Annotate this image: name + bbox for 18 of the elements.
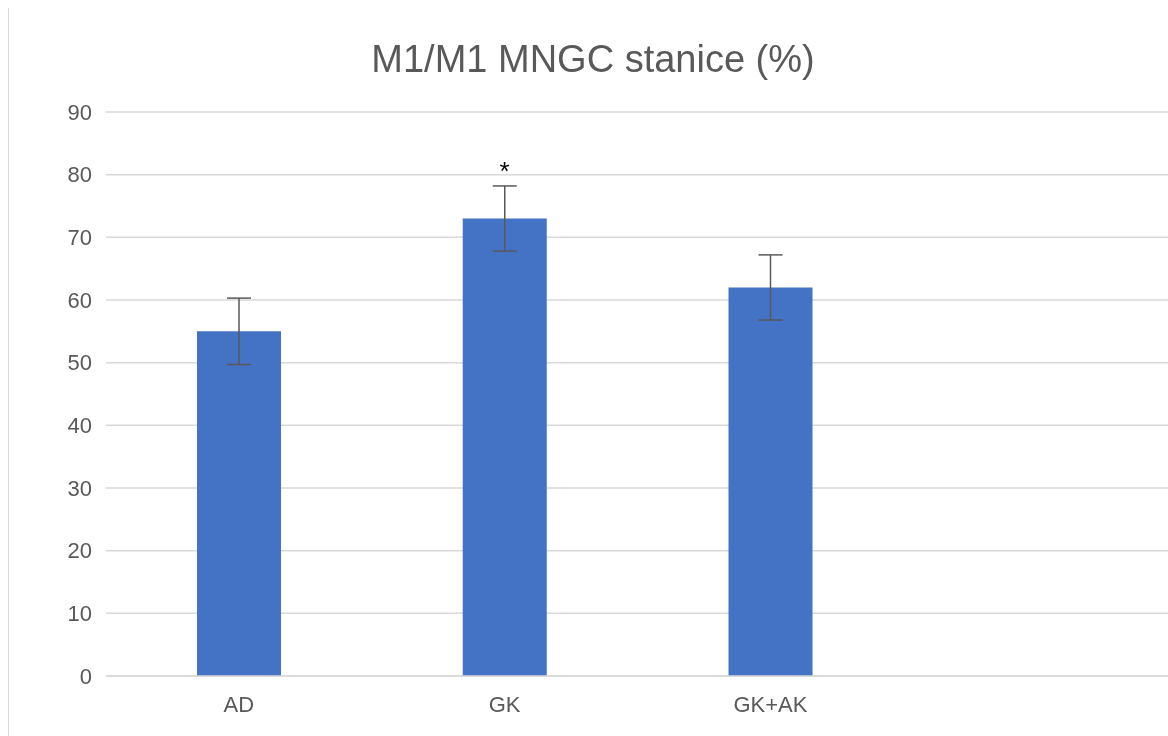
y-tick-label: 30 [67, 475, 92, 501]
y-tick-label: 0 [79, 663, 92, 689]
x-tick-label: GK [488, 691, 521, 717]
bar [462, 218, 547, 676]
bar [197, 331, 281, 676]
y-tick-label: 40 [67, 413, 92, 439]
x-tick-label: AD [223, 691, 255, 717]
annotation: * [499, 155, 510, 186]
y-tick-label: 70 [67, 225, 92, 251]
bar [728, 287, 813, 676]
y-tick-label: 20 [67, 538, 92, 564]
y-tick-label: 90 [67, 99, 92, 125]
y-tick-label: 50 [67, 350, 92, 376]
y-tick-label: 60 [67, 287, 92, 313]
chart-title: M1/M1 MNGC stanice (%) [370, 38, 816, 81]
x-tick-label: GK+AK [733, 691, 808, 717]
y-tick-label: 80 [67, 162, 92, 188]
y-tick-label: 10 [67, 601, 92, 627]
